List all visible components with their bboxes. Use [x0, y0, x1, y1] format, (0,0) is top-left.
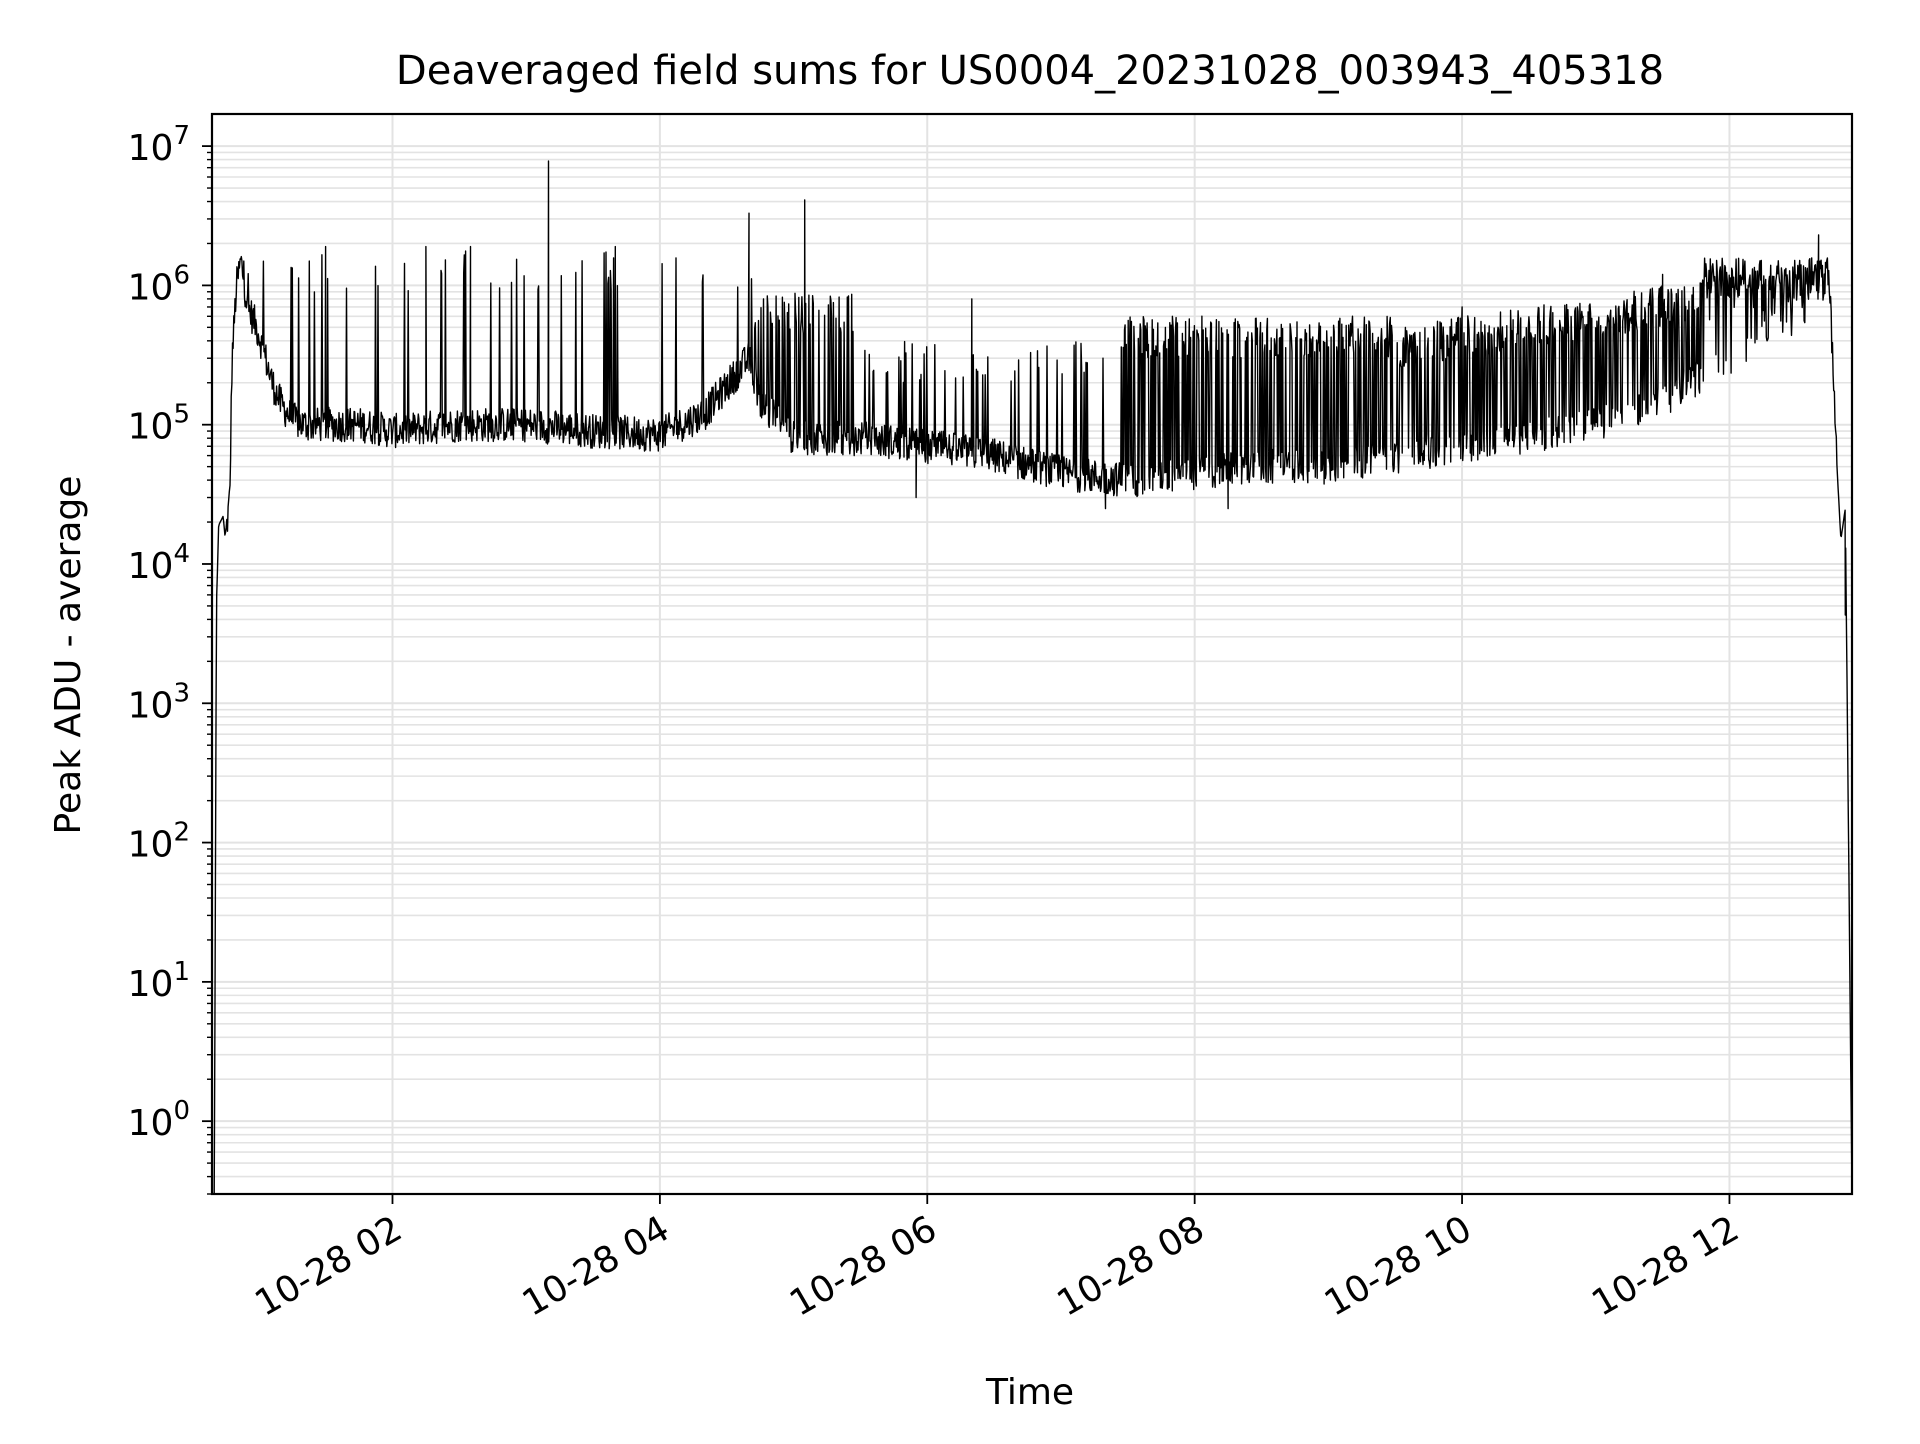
x-axis-label: Time: [985, 1372, 1074, 1413]
series-line: [213, 160, 1853, 1195]
y-axis-label: Peak ADU - average: [48, 476, 89, 835]
minor-grid: [212, 151, 1852, 1195]
y-tick-label: 103: [128, 678, 190, 726]
y-tick-label: 104: [128, 539, 190, 587]
plot-area: [213, 160, 1853, 1195]
y-tick-label: 101: [128, 957, 190, 1005]
y-tick-label: 102: [128, 818, 190, 866]
y-axis-ticks: 100 101 102 103 104 105 106 107: [128, 121, 212, 1195]
y-tick-label: 107: [128, 121, 190, 169]
y-tick-label: 105: [128, 400, 190, 448]
y-tick-label: 106: [128, 260, 190, 308]
chart-title: Deaveraged field sums for US0004_2023102…: [396, 48, 1664, 94]
axes-frame: [210, 112, 1854, 1196]
y-tick-label: 100: [128, 1096, 190, 1144]
